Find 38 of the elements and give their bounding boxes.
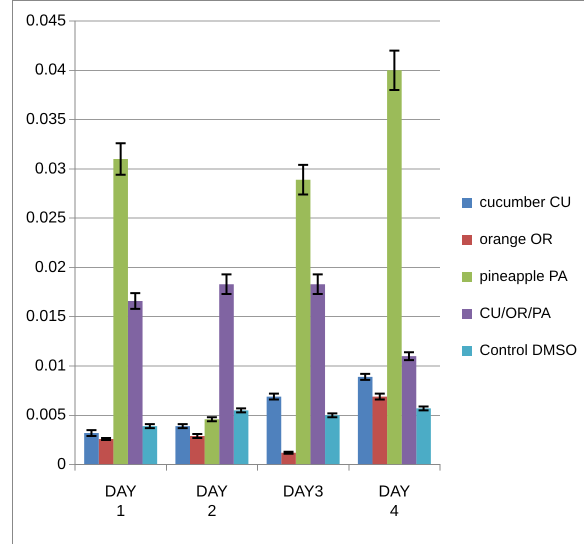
bar — [266, 396, 282, 464]
y-tick-label: 0.045 — [26, 12, 66, 30]
legend-label: pineapple PA — [480, 268, 568, 286]
bar — [310, 284, 326, 464]
bar — [387, 70, 402, 464]
legend-label: CU/OR/PA — [480, 305, 551, 322]
legend-label: orange OR — [480, 231, 554, 248]
y-tick-label: 0.005 — [26, 406, 66, 424]
x-tick-label: DAY 4 — [378, 484, 411, 520]
y-tick-label: 0.02 — [34, 258, 66, 276]
bar — [204, 419, 220, 464]
bar — [219, 284, 234, 464]
bar — [358, 376, 372, 464]
bar — [98, 438, 114, 464]
bar — [402, 356, 416, 464]
bar — [84, 433, 99, 464]
y-tick-label: 0.04 — [34, 62, 66, 79]
x-tick-label: DAY3 — [282, 484, 324, 501]
x-tick-label: DAY 1 — [104, 484, 137, 520]
y-tick-label: 0.035 — [26, 110, 66, 128]
y-tick-label: 0 — [57, 456, 66, 474]
bar — [190, 436, 205, 464]
legend-label: cucumber CU — [480, 194, 572, 212]
bar — [234, 410, 248, 464]
y-tick-label: 0.015 — [26, 308, 66, 326]
bar — [142, 426, 158, 464]
bar — [128, 300, 143, 464]
bar — [296, 180, 310, 464]
bar — [175, 426, 190, 464]
y-tick-label: 0.03 — [34, 160, 66, 178]
x-tick-label: DAY 2 — [196, 484, 228, 520]
legend-label: Control DMSO — [480, 342, 578, 360]
y-tick-label: 0.01 — [34, 357, 66, 374]
bar — [416, 408, 431, 464]
bar — [325, 415, 340, 464]
y-tick-label: 0.025 — [26, 210, 66, 227]
bar — [372, 396, 388, 464]
bar — [113, 159, 128, 464]
